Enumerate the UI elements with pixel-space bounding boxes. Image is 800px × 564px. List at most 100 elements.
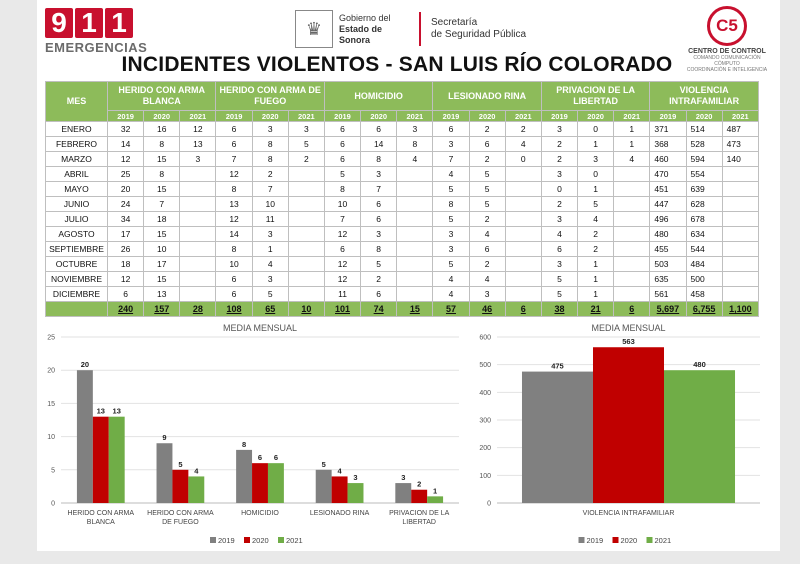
value-cell: 12	[179, 121, 217, 137]
month-cell: ENERO	[45, 121, 108, 137]
value-cell: 5	[577, 196, 615, 212]
header-year: 2020	[685, 110, 723, 122]
value-cell	[396, 286, 434, 302]
value-cell	[721, 196, 760, 212]
value-cell: 3	[432, 226, 470, 242]
value-cell: 6	[360, 196, 398, 212]
month-cell: ABRIL	[45, 166, 108, 182]
data-label: 563	[622, 337, 635, 346]
value-cell	[721, 211, 760, 227]
data-label: 9	[162, 433, 166, 442]
value-cell	[287, 211, 325, 227]
government-logo: ♛ Gobierno del Estado de Sonora Secretarí…	[295, 10, 541, 48]
y-tick-label: 500	[479, 362, 491, 369]
value-cell: 3	[251, 271, 289, 287]
value-cell: 10	[143, 241, 181, 257]
infographic-page: 9 1 1 EMERGENCIAS ♛ Gobierno del Estado d…	[37, 0, 780, 551]
value-cell: 7	[360, 181, 398, 197]
data-label: 4	[194, 466, 199, 475]
value-cell: 460	[649, 151, 687, 167]
value-cell	[396, 196, 434, 212]
value-cell: 6	[323, 151, 362, 167]
bar-2020	[252, 463, 268, 503]
total-cell: 240	[106, 301, 145, 317]
y-tick-label: 0	[487, 501, 491, 508]
value-cell	[179, 181, 217, 197]
value-cell: 2	[468, 211, 506, 227]
value-cell	[396, 226, 434, 242]
value-cell: 3	[396, 121, 434, 137]
value-cell: 2	[577, 241, 615, 257]
value-cell: 5	[360, 256, 398, 272]
value-cell: 8	[360, 151, 398, 167]
value-cell: 8	[323, 181, 362, 197]
header-year: 2019	[106, 110, 145, 122]
total-cell: 6,755	[685, 301, 723, 317]
value-cell: 5	[287, 136, 325, 152]
value-cell	[179, 211, 217, 227]
value-cell: 2	[577, 226, 615, 242]
gov-line2: Estado de Sonora	[339, 23, 383, 45]
value-cell: 12	[323, 271, 362, 287]
table-row: MARZO 12 15 3 7 8 2 6 8 4 7 2 0 2 3 4 460 594 140	[45, 151, 760, 167]
value-cell: 2	[287, 151, 325, 167]
c5-logo: C5 CENTRO DE CONTROL COMANDO COMUNICACIÓ…	[682, 6, 772, 73]
bar-2021	[267, 463, 284, 503]
bar-2019	[521, 371, 593, 503]
value-cell: 6	[106, 286, 145, 302]
value-cell: 3	[540, 121, 579, 137]
value-cell: 8	[215, 241, 253, 257]
table-row: SEPTIEMBRE 26 10 8 1 6 8 3 6 6 2 455 544	[45, 241, 760, 257]
category-label: HERIDO CON ARMA BLANCA	[68, 510, 135, 526]
value-cell: 2	[468, 121, 506, 137]
legend-swatch	[646, 537, 653, 543]
value-cell: 473	[721, 136, 760, 152]
value-cell: 3	[432, 136, 470, 152]
value-cell: 3	[287, 121, 325, 137]
total-cell: 28	[179, 301, 217, 317]
value-cell: 7	[215, 151, 253, 167]
bar-2019	[315, 469, 332, 503]
data-label: 4	[338, 466, 343, 475]
value-cell: 8	[143, 136, 181, 152]
logo-digit: 1	[75, 8, 103, 38]
value-cell: 480	[649, 226, 687, 242]
value-cell	[613, 196, 651, 212]
c5-sub1: COMANDO COMUNICACIÓN CÓMPUTO	[693, 55, 761, 67]
logo-digit: 9	[45, 8, 73, 38]
y-tick-label: 400	[479, 390, 491, 397]
value-cell: 447	[649, 196, 687, 212]
header-year: 2020	[468, 110, 506, 122]
header-year: 2019	[649, 110, 687, 122]
value-cell: 2	[468, 256, 506, 272]
value-cell: 6	[323, 241, 362, 257]
value-cell: 6	[323, 136, 362, 152]
total-cell: 57	[432, 301, 470, 317]
value-cell: 628	[685, 196, 723, 212]
header-year: 2019	[432, 110, 470, 122]
data-label: 6	[258, 453, 262, 462]
chart-monthly-average-domestic-violence: MEDIA MENSUAL 0 100 200 300 400 500 600 475 563 48…	[479, 323, 760, 545]
logo-word: EMERGENCIAS	[45, 40, 148, 55]
value-cell	[613, 241, 651, 257]
bar-2021	[664, 370, 736, 503]
bar-2019	[156, 443, 173, 503]
table-row: ENERO 32 16 12 6 3 3 6 6 3 6 2 2 3 0 1 371 514 487	[45, 121, 760, 137]
table-row: JUNIO 24 7 13 10 10 6 8 5 2 5 447 628	[45, 196, 760, 212]
legend-swatch	[244, 537, 250, 543]
value-cell: 5	[468, 196, 506, 212]
value-cell	[179, 256, 217, 272]
value-cell	[287, 241, 325, 257]
table-row: FEBRERO 14 8 13 6 8 5 6 14 8 3 6 4 2 1 1 368 528 473	[45, 136, 760, 152]
value-cell: 17	[106, 226, 145, 242]
logo-digit: 1	[105, 8, 133, 38]
value-cell: 6	[360, 211, 398, 227]
value-cell: 639	[685, 181, 723, 197]
value-cell: 8	[396, 136, 434, 152]
header-group: PRIVACION DE LA LIBERTAD	[540, 81, 651, 111]
value-cell: 594	[685, 151, 723, 167]
chart-title: MEDIA MENSUAL	[591, 323, 665, 333]
total-cell: 65	[251, 301, 289, 317]
header-year: 2020	[577, 110, 615, 122]
value-cell: 2	[251, 166, 289, 182]
